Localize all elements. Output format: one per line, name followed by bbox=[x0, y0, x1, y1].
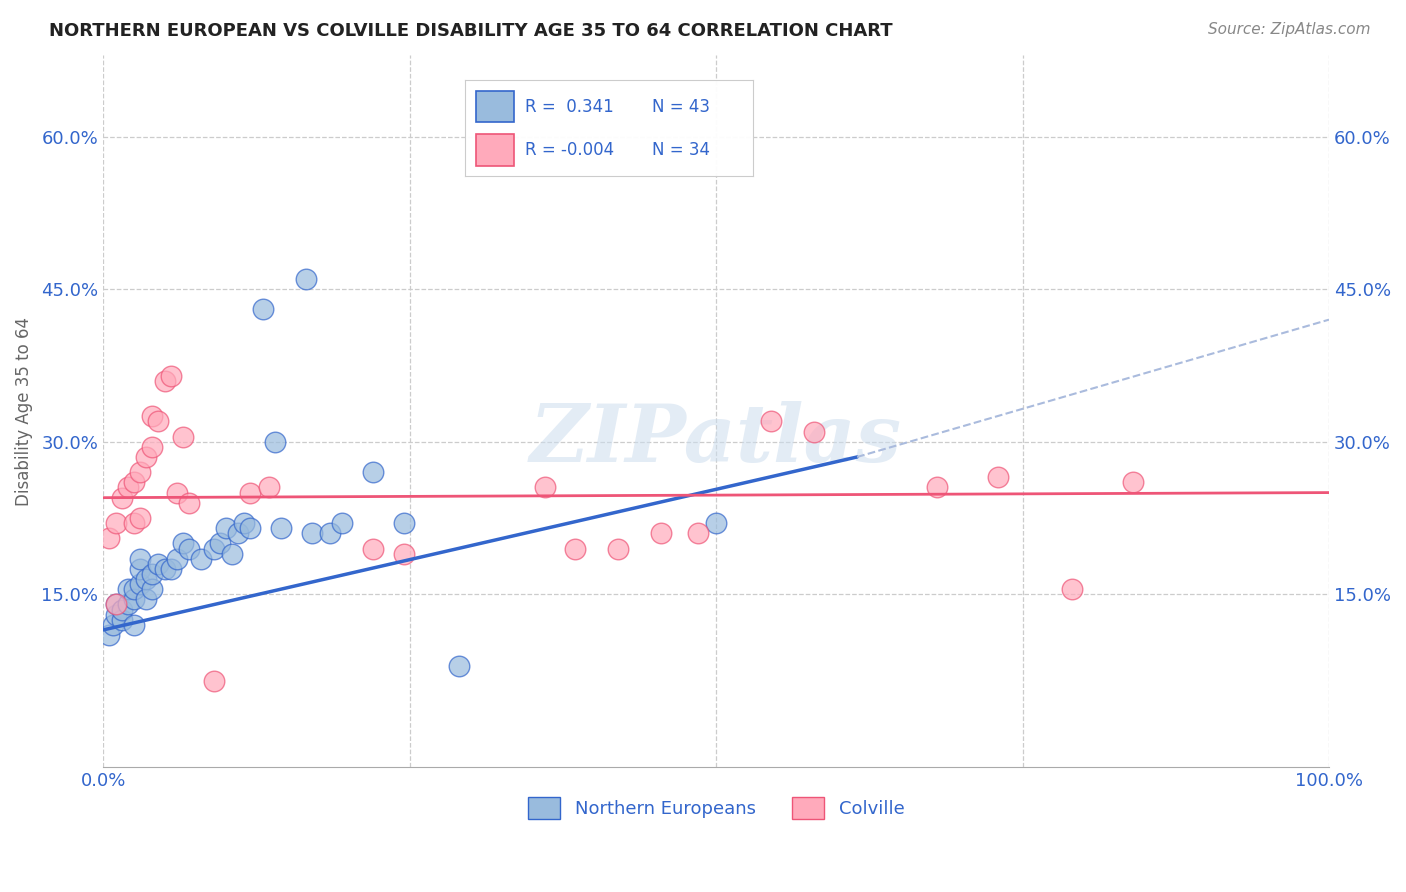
Point bbox=[252, 302, 274, 317]
Point bbox=[392, 547, 415, 561]
Point bbox=[111, 602, 134, 616]
Point bbox=[129, 562, 152, 576]
Point bbox=[257, 481, 280, 495]
Point bbox=[925, 481, 948, 495]
Point bbox=[98, 628, 121, 642]
Point bbox=[215, 521, 238, 535]
Point bbox=[202, 541, 225, 556]
Point bbox=[233, 516, 256, 530]
Point bbox=[122, 516, 145, 530]
Point bbox=[686, 526, 709, 541]
Legend: Northern Europeans, Colville: Northern Europeans, Colville bbox=[520, 789, 911, 826]
Point bbox=[1122, 475, 1144, 490]
Point bbox=[239, 485, 262, 500]
Point bbox=[208, 536, 231, 550]
Point bbox=[141, 582, 163, 597]
Point bbox=[117, 598, 139, 612]
Point bbox=[98, 532, 121, 546]
Point bbox=[330, 516, 353, 530]
Point bbox=[122, 582, 145, 597]
Point bbox=[153, 374, 176, 388]
Point bbox=[101, 617, 124, 632]
Point bbox=[704, 516, 727, 530]
Point bbox=[122, 592, 145, 607]
Point bbox=[392, 516, 415, 530]
Point bbox=[172, 536, 194, 550]
Point bbox=[129, 551, 152, 566]
Point bbox=[226, 526, 249, 541]
Point bbox=[264, 434, 287, 449]
Point bbox=[135, 450, 157, 464]
Point bbox=[361, 465, 384, 479]
Point bbox=[135, 592, 157, 607]
Point bbox=[148, 414, 170, 428]
Point bbox=[122, 475, 145, 490]
Point bbox=[190, 551, 212, 566]
Point bbox=[111, 613, 134, 627]
Point bbox=[129, 577, 152, 591]
Point bbox=[319, 526, 342, 541]
Point bbox=[607, 541, 630, 556]
Point bbox=[166, 551, 188, 566]
Point bbox=[447, 658, 470, 673]
Point bbox=[166, 485, 188, 500]
Point bbox=[148, 557, 170, 571]
Point bbox=[111, 491, 134, 505]
Point bbox=[135, 572, 157, 586]
Point bbox=[104, 598, 127, 612]
Point bbox=[987, 470, 1010, 484]
Point bbox=[564, 541, 586, 556]
Point bbox=[141, 409, 163, 424]
Point bbox=[270, 521, 292, 535]
Point bbox=[179, 541, 201, 556]
Text: Source: ZipAtlas.com: Source: ZipAtlas.com bbox=[1208, 22, 1371, 37]
Point bbox=[117, 582, 139, 597]
Point bbox=[129, 511, 152, 525]
Point bbox=[141, 566, 163, 581]
Point bbox=[761, 414, 783, 428]
Point bbox=[104, 607, 127, 622]
Point bbox=[159, 368, 181, 383]
Point bbox=[301, 526, 323, 541]
Point bbox=[172, 429, 194, 443]
Point bbox=[159, 562, 181, 576]
Point bbox=[117, 481, 139, 495]
Point bbox=[294, 272, 316, 286]
Point bbox=[221, 547, 243, 561]
Point bbox=[803, 425, 825, 439]
Point bbox=[650, 526, 672, 541]
Text: NORTHERN EUROPEAN VS COLVILLE DISABILITY AGE 35 TO 64 CORRELATION CHART: NORTHERN EUROPEAN VS COLVILLE DISABILITY… bbox=[49, 22, 893, 40]
Point bbox=[104, 598, 127, 612]
Y-axis label: Disability Age 35 to 64: Disability Age 35 to 64 bbox=[15, 317, 32, 506]
Point bbox=[104, 516, 127, 530]
Point bbox=[533, 481, 555, 495]
Point bbox=[361, 541, 384, 556]
Point bbox=[129, 465, 152, 479]
Text: ZIPatlas: ZIPatlas bbox=[530, 401, 903, 478]
Point bbox=[141, 440, 163, 454]
Point bbox=[153, 562, 176, 576]
Point bbox=[1060, 582, 1083, 597]
Point bbox=[202, 673, 225, 688]
Point bbox=[122, 617, 145, 632]
Point bbox=[239, 521, 262, 535]
Point bbox=[179, 496, 201, 510]
